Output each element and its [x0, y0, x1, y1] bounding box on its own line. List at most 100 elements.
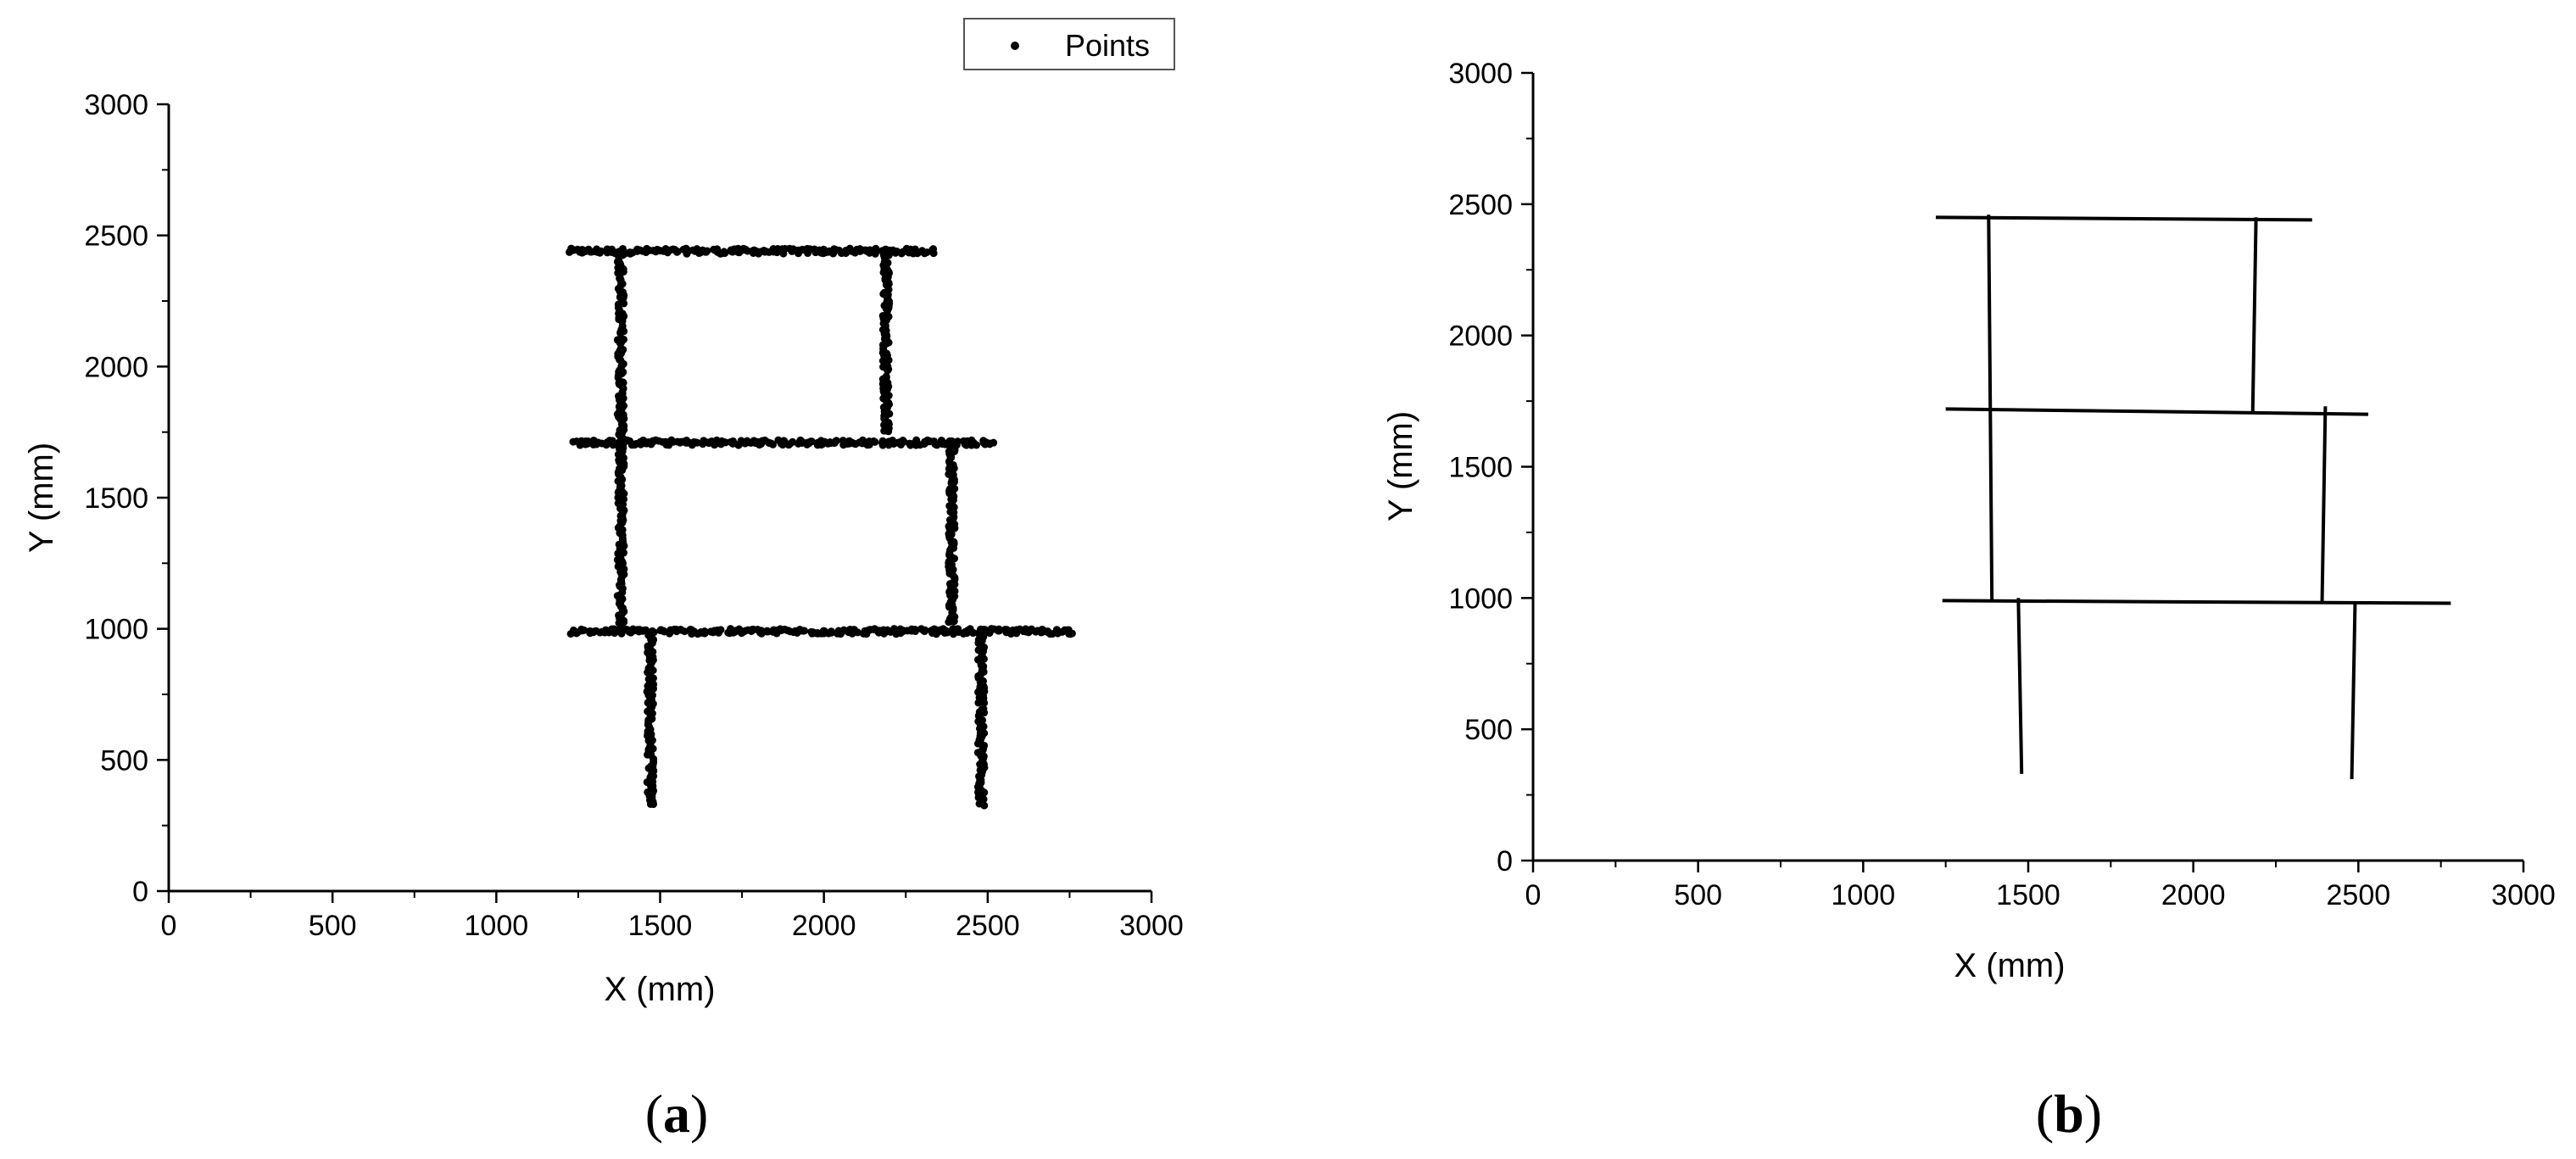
line-segment	[2016, 598, 2024, 774]
x-tick-label-b: 2000	[2161, 879, 2226, 911]
data-point	[1012, 626, 1021, 634]
data-point	[920, 627, 928, 636]
data-point	[1052, 627, 1061, 636]
x-tick-label-a: 2000	[792, 910, 856, 942]
data-point	[645, 675, 654, 683]
y-tick-label-b: 2500	[1448, 189, 1513, 221]
x-tick-label-a: 500	[309, 910, 357, 942]
panel-label-b: (b)	[2036, 1084, 2102, 1144]
line-segment	[1942, 599, 2451, 605]
x-tick-label-a: 1500	[628, 910, 693, 942]
data-point	[617, 482, 626, 490]
data-point	[800, 627, 809, 635]
legend-a: Points	[963, 18, 1175, 70]
data-point	[1001, 625, 1010, 633]
y-tick-label-b: 1500	[1448, 452, 1513, 484]
data-point	[947, 479, 956, 488]
y-tick-label-a: 500	[100, 744, 148, 777]
data-point	[884, 427, 893, 436]
data-point	[928, 246, 937, 254]
data-point	[973, 739, 982, 748]
panel-label-b-open: (	[2036, 1084, 2054, 1144]
data-point	[995, 627, 1004, 635]
x-tick-label-b: 3000	[2491, 879, 2556, 911]
y-tick-label-b: 500	[1464, 714, 1513, 746]
y-axis-label-a: Y (mm)	[23, 443, 60, 553]
data-point	[568, 245, 577, 254]
data-point	[769, 440, 778, 449]
data-point	[1066, 630, 1074, 638]
y-tick-label-a: 3000	[84, 89, 148, 121]
data-point	[721, 249, 729, 258]
x-tick-label-a: 1000	[465, 910, 529, 942]
y-tick-label-b: 1000	[1448, 582, 1513, 615]
axis-ticks-b	[1521, 71, 2525, 872]
x-axis-label-a: X (mm)	[604, 971, 715, 1008]
data-point	[979, 667, 988, 676]
data-point	[845, 244, 854, 253]
data-point	[858, 436, 867, 444]
y-tick-label-a: 2000	[84, 351, 148, 383]
x-tick-label-b: 0	[1525, 879, 1542, 911]
y-tick-labels-b: 0 500 1000 1500 2000 2500 3000	[1448, 58, 1513, 878]
panel-label-a-close: )	[690, 1084, 708, 1144]
data-point	[597, 247, 605, 255]
panel-label-b-letter: b	[2054, 1084, 2084, 1144]
data-point	[951, 524, 959, 532]
data-point	[744, 438, 752, 447]
data-point	[700, 629, 709, 638]
y-tick-label-b: 0	[1497, 845, 1513, 878]
panel-label-b-close: )	[2084, 1084, 2102, 1144]
data-point	[833, 437, 841, 445]
data-point	[650, 800, 658, 809]
chart-panel-b: 0 500 1000 1500 2000 2500 3000 0 500 1000 1500 200…	[1382, 58, 2556, 1144]
data-point	[864, 626, 873, 634]
data-point	[951, 575, 959, 583]
data-point	[616, 493, 624, 501]
data-point	[975, 800, 984, 808]
data-point	[716, 626, 725, 634]
x-axis-label-b: X (mm)	[1954, 947, 2065, 984]
data-point	[655, 437, 663, 445]
panel-label-a: (a)	[645, 1084, 709, 1144]
x-tick-label-a: 0	[161, 910, 177, 942]
data-point	[954, 437, 962, 446]
data-point	[737, 437, 745, 445]
data-point	[789, 437, 797, 446]
line-segment	[2250, 217, 2258, 412]
line-segments-b	[1935, 215, 2451, 780]
data-point	[899, 436, 907, 444]
point-cloud-a	[566, 244, 1076, 810]
legend-marker-a	[1011, 42, 1019, 50]
data-point	[676, 437, 684, 446]
data-point	[947, 538, 956, 546]
data-point	[974, 699, 983, 707]
data-point	[871, 437, 879, 446]
data-point	[617, 629, 626, 638]
x-tick-labels-a: 0 500 1000 1500 2000 2500 3000	[161, 910, 1184, 942]
panel-label-a-open: (	[645, 1084, 663, 1144]
y-tick-label-a: 2500	[84, 220, 148, 253]
data-point	[828, 628, 836, 637]
x-tick-label-a: 3000	[1119, 910, 1184, 942]
data-point	[939, 438, 947, 447]
line-segment	[1945, 407, 2369, 416]
data-point	[951, 554, 959, 563]
data-point	[853, 628, 861, 637]
x-tick-labels-b: 0 500 1000 1500 2000 2500 3000	[1525, 879, 2556, 911]
x-tick-label-b: 1500	[1996, 879, 2060, 911]
data-point	[692, 438, 700, 447]
panel-label-a-letter: a	[663, 1084, 690, 1144]
legend-box-a	[963, 18, 1175, 70]
data-point	[617, 338, 626, 347]
x-tick-label-b: 1000	[1832, 879, 1896, 911]
axis-ticks-a	[157, 103, 1153, 903]
y-axis-label-b: Y (mm)	[1382, 411, 1419, 521]
data-point	[650, 684, 658, 693]
line-segment	[1935, 215, 2312, 222]
data-point	[954, 625, 962, 633]
y-tick-label-a: 1000	[84, 614, 148, 646]
x-tick-label-a: 2500	[956, 910, 1020, 942]
legend-label-a: Points	[1065, 28, 1150, 63]
data-point	[976, 761, 984, 769]
